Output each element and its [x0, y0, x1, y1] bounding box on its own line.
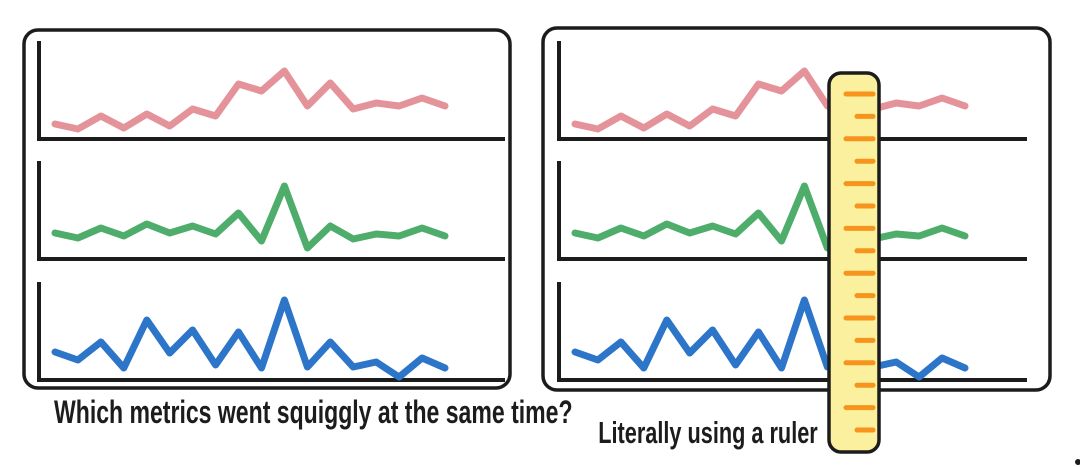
line-bottom-metric — [571, 296, 969, 381]
chart-left-bottom-metric — [37, 282, 505, 382]
panel-left — [22, 28, 512, 390]
line-middle-metric — [51, 182, 449, 252]
ruler-body — [827, 71, 881, 454]
panel-left-border — [22, 28, 512, 390]
ruler — [827, 71, 881, 454]
line-middle-metric — [571, 182, 969, 252]
left-panel-caption: Which metrics went squiggly at the same … — [53, 394, 573, 430]
chart-left-top-metric — [37, 41, 505, 141]
panel-right — [541, 26, 1052, 454]
line-top-metric — [571, 67, 969, 133]
chart-right-top-metric — [557, 41, 1027, 141]
chart-right-bottom-metric — [557, 282, 1027, 382]
right-panel-caption: Literally using a ruler — [598, 415, 818, 450]
cropped-period-mark: . — [1075, 459, 1080, 465]
line-top-metric — [51, 67, 449, 133]
chart-left-middle-metric — [37, 161, 505, 261]
line-bottom-metric — [51, 296, 449, 381]
chart-right-middle-metric — [557, 161, 1027, 261]
ruler-ticks — [843, 91, 876, 433]
